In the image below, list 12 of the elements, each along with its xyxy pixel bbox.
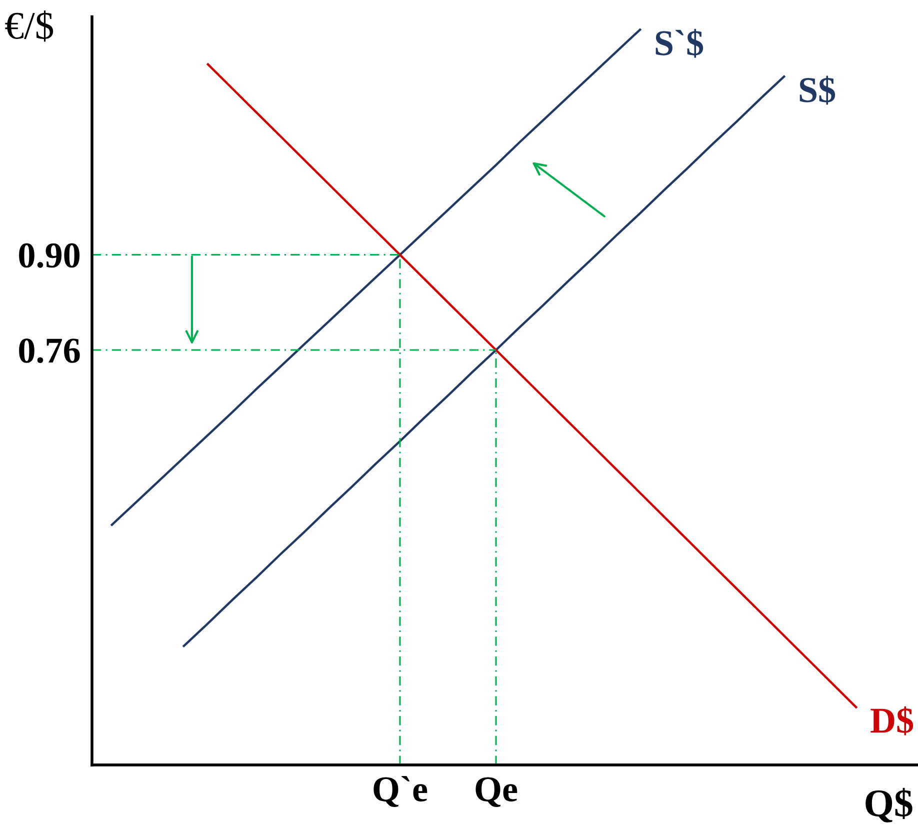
series-label: D$: [870, 706, 914, 736]
line-series: [206, 63, 858, 708]
y-axis-title: €/$: [5, 10, 54, 42]
line-series: [182, 75, 786, 648]
series-label: S$: [800, 76, 836, 105]
y-tick-label: 0.90: [19, 243, 80, 268]
series-label: S`$: [656, 28, 704, 58]
line-series: [110, 28, 642, 526]
x-tick-label: Q`e: [374, 776, 428, 807]
x-axis-title: Q$: [866, 788, 912, 822]
x-tick-label: Qe: [476, 777, 518, 807]
y-tick-label: 0.76: [19, 338, 80, 364]
